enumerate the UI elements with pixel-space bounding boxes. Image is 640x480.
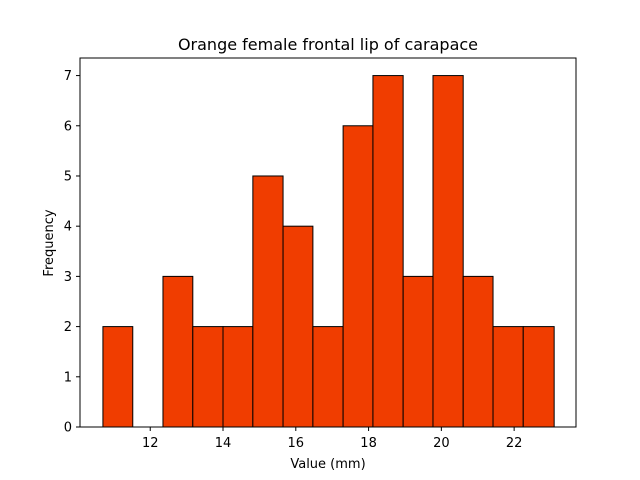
histogram-bar-8 xyxy=(342,125,374,428)
y-tick-label-3: 3 xyxy=(64,270,72,285)
histogram-bar-0 xyxy=(102,326,134,428)
x-tick-label-1: 14 xyxy=(215,436,232,451)
histogram-bar-7 xyxy=(312,326,344,428)
y-tick-label-0: 0 xyxy=(64,421,72,436)
plot-frame xyxy=(79,57,577,428)
histogram-bar-2 xyxy=(162,275,194,428)
y-tick-label-2: 2 xyxy=(64,320,72,335)
y-tick-label-1: 1 xyxy=(64,370,72,385)
chart-title: Orange female frontal lip of carapace xyxy=(178,35,478,54)
x-tick-label-0: 12 xyxy=(142,436,159,451)
y-axis-label: Frequency xyxy=(42,209,57,276)
y-tick-label-6: 6 xyxy=(64,119,72,134)
x-axis-label: Value (mm) xyxy=(290,457,365,472)
histogram-bar-12 xyxy=(462,275,494,428)
histogram-bar-9 xyxy=(372,75,404,428)
bars-layer xyxy=(102,75,555,428)
histogram-bar-6 xyxy=(282,225,314,428)
x-tick-label-3: 18 xyxy=(360,436,377,451)
y-tick-label-7: 7 xyxy=(64,69,72,84)
y-axis: 0 1 2 3 4 5 6 7 xyxy=(64,69,80,436)
histogram-bar-10 xyxy=(402,275,434,428)
y-tick-label-5: 5 xyxy=(64,169,72,184)
histogram-bar-11 xyxy=(432,75,464,428)
histogram-bar-14 xyxy=(522,326,555,428)
x-tick-label-4: 20 xyxy=(433,436,450,451)
y-tick-label-4: 4 xyxy=(64,220,72,235)
histogram-bar-13 xyxy=(492,326,524,428)
x-axis: 12 14 16 18 20 22 xyxy=(142,427,522,451)
histogram-bar-5 xyxy=(252,175,284,428)
histogram-bar-3 xyxy=(192,326,224,428)
histogram-bar-4 xyxy=(222,326,254,428)
x-tick-label-5: 22 xyxy=(506,436,523,451)
x-tick-label-2: 16 xyxy=(288,436,305,451)
